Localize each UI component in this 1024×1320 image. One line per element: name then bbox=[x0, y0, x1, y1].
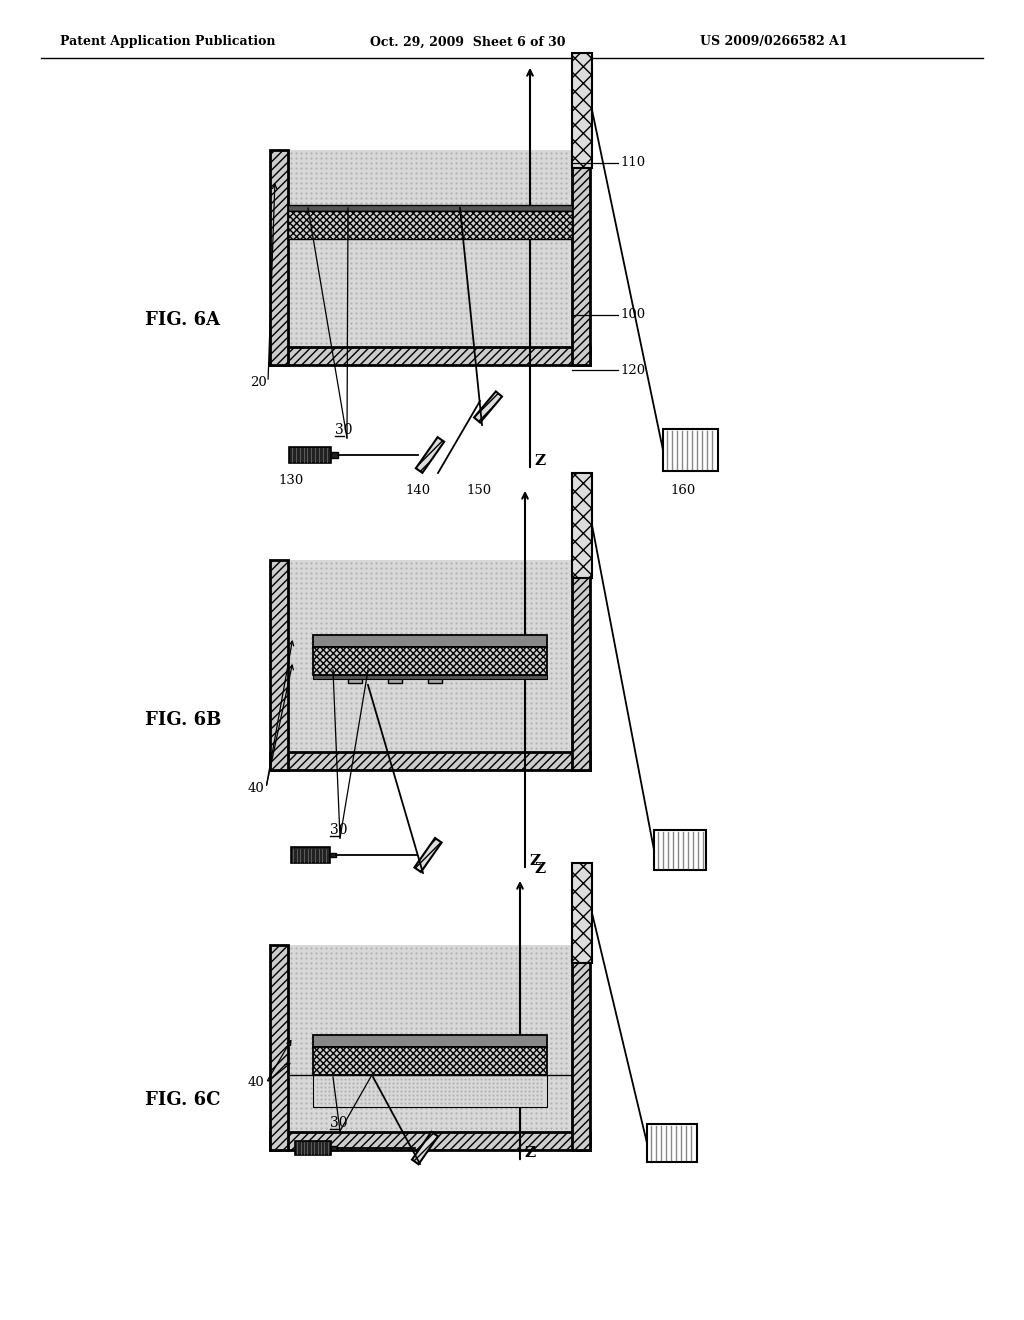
Text: FIG. 6B: FIG. 6B bbox=[145, 711, 221, 729]
Bar bbox=[428, 675, 442, 682]
Bar bbox=[313, 1035, 547, 1047]
Bar bbox=[572, 945, 590, 1150]
Bar bbox=[388, 675, 402, 682]
Text: 40: 40 bbox=[248, 1077, 265, 1089]
Text: FIG. 6A: FIG. 6A bbox=[145, 312, 220, 329]
Bar bbox=[331, 1146, 337, 1150]
Bar bbox=[270, 1133, 590, 1150]
Bar bbox=[313, 635, 547, 647]
Bar bbox=[572, 150, 590, 366]
Polygon shape bbox=[416, 437, 444, 473]
Bar bbox=[270, 150, 288, 366]
Bar bbox=[330, 853, 336, 858]
Polygon shape bbox=[412, 1131, 438, 1164]
Bar bbox=[288, 945, 572, 1133]
Text: Z: Z bbox=[529, 854, 540, 869]
Bar bbox=[288, 150, 572, 347]
Bar bbox=[331, 453, 338, 458]
Bar bbox=[295, 1140, 331, 1155]
Bar bbox=[270, 752, 590, 770]
Text: 130: 130 bbox=[278, 474, 303, 487]
Bar bbox=[647, 1125, 697, 1162]
Text: 120: 120 bbox=[620, 363, 645, 376]
Bar bbox=[288, 211, 572, 239]
Text: Z: Z bbox=[534, 862, 545, 876]
Bar bbox=[288, 560, 572, 752]
Bar bbox=[313, 1047, 547, 1074]
Text: 20: 20 bbox=[250, 375, 266, 388]
Bar bbox=[270, 560, 288, 770]
Text: Z: Z bbox=[524, 1146, 536, 1160]
Bar bbox=[663, 429, 718, 471]
Text: 30: 30 bbox=[330, 822, 347, 837]
Text: 110: 110 bbox=[620, 157, 645, 169]
Bar bbox=[313, 647, 547, 675]
Text: Patent Application Publication: Patent Application Publication bbox=[60, 36, 275, 49]
Text: 30: 30 bbox=[330, 1115, 347, 1130]
Text: Z: Z bbox=[534, 454, 545, 469]
Bar bbox=[572, 863, 592, 964]
Polygon shape bbox=[415, 838, 441, 873]
Bar bbox=[270, 347, 590, 366]
Bar bbox=[572, 473, 592, 578]
Bar bbox=[654, 830, 706, 870]
Bar bbox=[288, 205, 572, 211]
Text: 40: 40 bbox=[248, 781, 265, 795]
Bar bbox=[313, 1074, 547, 1107]
Text: 100: 100 bbox=[620, 309, 645, 322]
Bar bbox=[572, 53, 592, 168]
Bar bbox=[270, 945, 288, 1150]
Bar bbox=[428, 1074, 442, 1082]
Bar bbox=[291, 847, 330, 863]
Bar bbox=[289, 446, 331, 463]
Text: 160: 160 bbox=[670, 483, 695, 496]
Text: 30: 30 bbox=[335, 422, 352, 437]
Text: FIG. 6C: FIG. 6C bbox=[145, 1092, 220, 1109]
Bar bbox=[348, 1074, 362, 1082]
Bar bbox=[348, 675, 362, 682]
Polygon shape bbox=[474, 392, 502, 422]
Text: US 2009/0266582 A1: US 2009/0266582 A1 bbox=[700, 36, 848, 49]
Bar bbox=[388, 1074, 402, 1082]
Bar bbox=[572, 560, 590, 770]
Text: Oct. 29, 2009  Sheet 6 of 30: Oct. 29, 2009 Sheet 6 of 30 bbox=[370, 36, 565, 49]
Text: 140: 140 bbox=[406, 483, 430, 496]
Bar bbox=[313, 675, 547, 678]
Text: 150: 150 bbox=[466, 483, 492, 496]
